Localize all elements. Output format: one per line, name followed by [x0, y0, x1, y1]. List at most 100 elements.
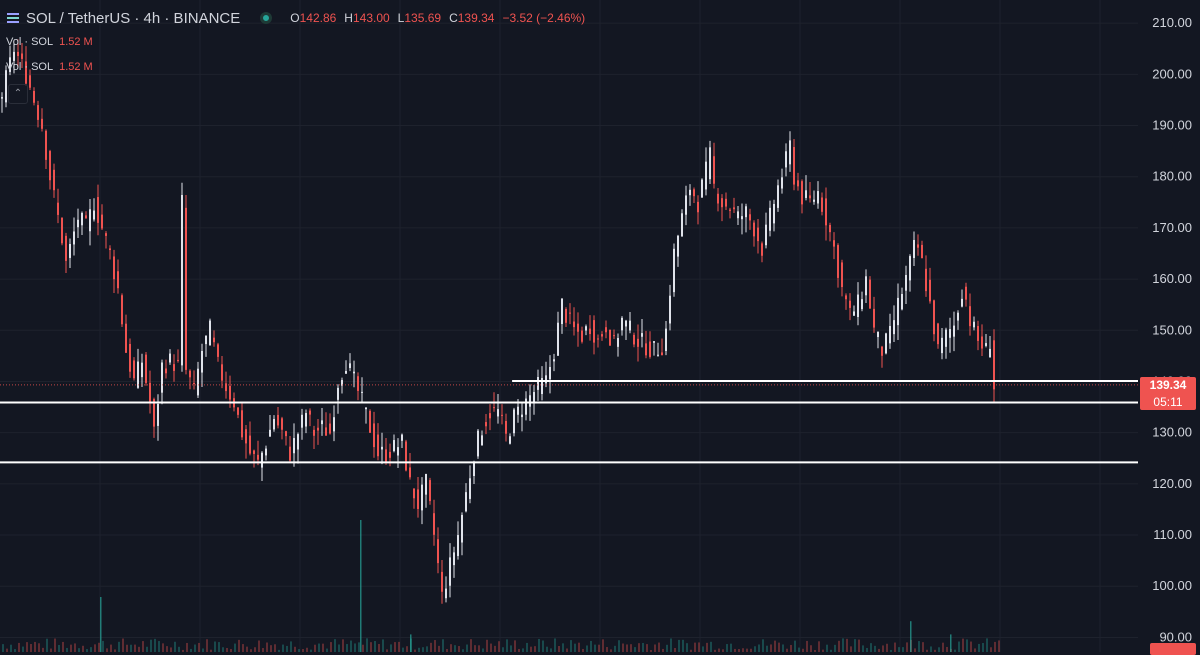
volume-legend-label: Vol · SOL — [6, 61, 54, 73]
close-value: 139.34 — [457, 11, 495, 25]
candle-body — [77, 219, 79, 228]
volume-bar — [470, 639, 472, 652]
candle-body — [93, 210, 95, 220]
candle-body — [437, 539, 439, 564]
volume-bar — [938, 647, 940, 652]
volume-bar — [886, 643, 888, 652]
volume-bar — [186, 642, 188, 652]
volume-bar — [250, 649, 252, 652]
candle-body — [765, 224, 767, 246]
volume-legend-row[interactable]: Vol · SOL 1.52 M — [6, 61, 93, 73]
candle-body — [617, 338, 619, 347]
collapse-legend-button[interactable]: ⌃ — [8, 84, 28, 104]
candle-body — [961, 298, 963, 307]
candle-body — [461, 514, 463, 543]
volume-bar — [118, 641, 120, 652]
volume-bar — [966, 639, 968, 652]
volume-bar — [302, 649, 304, 652]
volume-bar — [398, 641, 400, 652]
close-label: C — [449, 11, 458, 25]
volume-bar — [402, 647, 404, 652]
volume-bar — [526, 642, 528, 652]
candle-body — [825, 198, 827, 226]
volume-bar — [478, 645, 480, 652]
volume-bar — [426, 646, 428, 652]
candle-body — [993, 340, 995, 390]
candle-body — [41, 118, 43, 129]
candle-body — [789, 140, 791, 165]
volume-bar — [262, 648, 264, 652]
candle-body — [893, 320, 895, 335]
volume-bar — [230, 649, 232, 652]
candle-body — [53, 169, 55, 191]
candle-body — [245, 429, 247, 444]
volume-bar — [78, 648, 80, 652]
volume-bar — [786, 648, 788, 652]
volume-bar — [338, 644, 340, 652]
candle-body — [989, 348, 991, 358]
candle-body — [109, 248, 111, 251]
volume-bar — [630, 644, 632, 652]
candle-body — [681, 213, 683, 237]
volume-bar — [974, 648, 976, 652]
candle-body — [521, 414, 523, 418]
candle-body — [969, 306, 971, 327]
candle-body — [625, 320, 627, 327]
candle-body — [469, 478, 471, 499]
low-value: 135.69 — [404, 11, 442, 25]
candle-body — [701, 179, 703, 198]
candle-body — [325, 427, 327, 436]
volume-bar — [702, 646, 704, 652]
volume-bar — [22, 646, 24, 652]
candle-body — [921, 244, 923, 259]
volume-bar — [538, 638, 540, 652]
volume-bar — [606, 647, 608, 652]
candle-body — [301, 414, 303, 428]
volume-bar — [214, 641, 216, 652]
volume-bar — [962, 638, 964, 652]
volume-bar — [582, 648, 584, 652]
candle-body — [973, 321, 975, 328]
volume-bar — [358, 642, 360, 652]
candle-body — [809, 195, 811, 199]
candle-body — [313, 429, 315, 436]
volume-bar — [598, 644, 600, 652]
volume-bar — [610, 649, 612, 652]
volume-bar — [790, 644, 792, 652]
candle-body — [257, 454, 259, 460]
volume-bar — [474, 645, 476, 652]
volume-bar — [774, 640, 776, 652]
volume-legend-row[interactable]: Vol · SOL 1.52 M — [6, 36, 93, 48]
volume-bar — [858, 639, 860, 652]
volume-bar — [950, 634, 952, 652]
volume-bar — [662, 648, 664, 652]
candle-body — [37, 105, 39, 120]
volume-bar — [334, 639, 336, 652]
candle-body — [741, 216, 743, 220]
volume-bar — [106, 648, 108, 652]
volume-bar — [42, 647, 44, 652]
candle-body — [601, 334, 603, 337]
candle-body — [589, 328, 591, 335]
volume-bar — [994, 641, 996, 652]
candle-body — [669, 295, 671, 324]
volume-bar — [322, 643, 324, 652]
volume-bar — [486, 639, 488, 652]
candle-body — [381, 446, 383, 450]
candle-body — [17, 51, 19, 56]
candle-body — [793, 147, 795, 185]
candle-body — [285, 431, 287, 437]
volume-bar — [750, 648, 752, 652]
volume-bar — [998, 640, 1000, 652]
symbol-title[interactable]: SOL / TetherUS · 4h · BINANCE — [26, 9, 241, 27]
candle-body — [189, 370, 191, 378]
candle-body — [653, 341, 655, 343]
volume-bar — [890, 649, 892, 652]
volume-bar — [758, 644, 760, 652]
volume-bar — [878, 648, 880, 652]
volume-bar — [802, 648, 804, 652]
candle-body — [149, 382, 151, 402]
candle-body — [865, 276, 867, 296]
